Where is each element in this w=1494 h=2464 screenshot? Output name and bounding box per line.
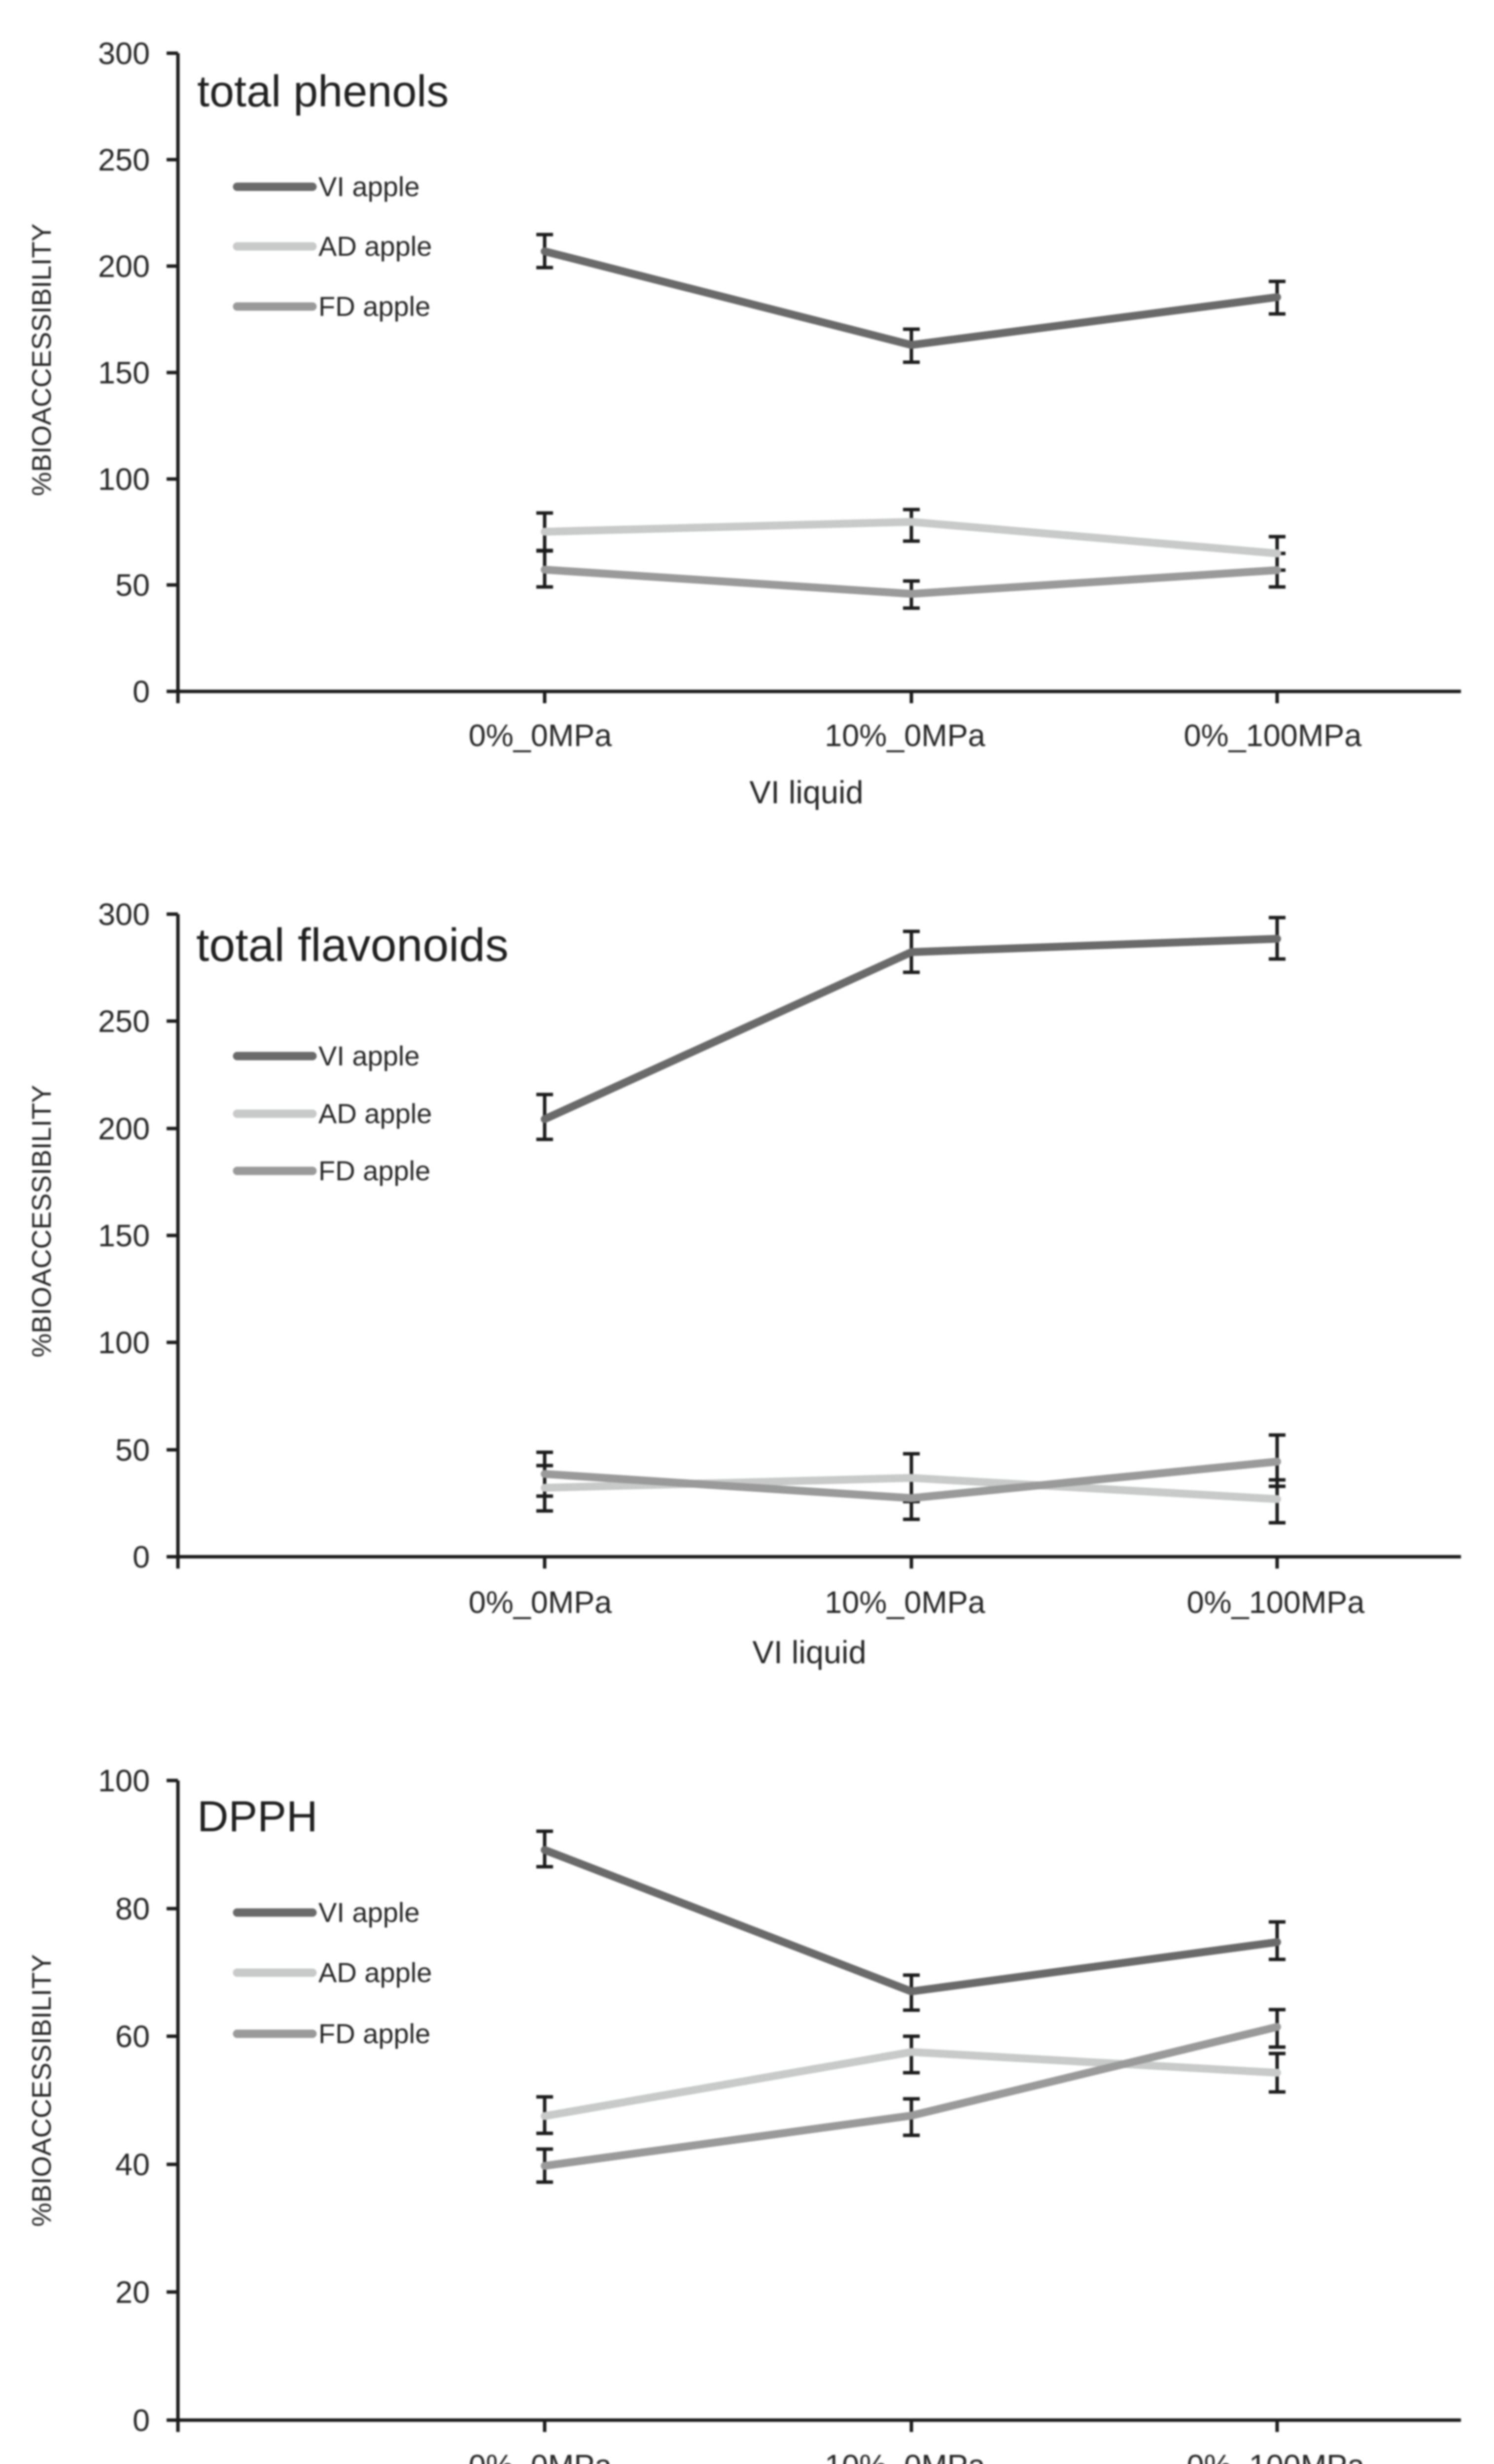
svg-text:0%_100MPa: 0%_100MPa (1187, 2449, 1365, 2464)
svg-text:total phenols: total phenols (197, 67, 449, 116)
svg-text:10%_0MPa: 10%_0MPa (825, 2449, 986, 2464)
svg-text:200: 200 (98, 1112, 150, 1146)
svg-text:AD apple: AD apple (318, 1098, 432, 1129)
svg-text:60: 60 (115, 2019, 150, 2054)
svg-text:300: 300 (98, 36, 150, 71)
svg-text:VI apple: VI apple (318, 1897, 420, 1928)
svg-text:100: 100 (98, 1326, 150, 1360)
svg-text:VI liquid: VI liquid (749, 774, 863, 810)
svg-text:250: 250 (98, 1004, 150, 1039)
svg-text:%BIOACCESSIBILITY: %BIOACCESSIBILITY (26, 1954, 57, 2226)
svg-text:50: 50 (115, 568, 150, 603)
svg-text:FD apple: FD apple (318, 2018, 430, 2049)
svg-text:100: 100 (98, 1764, 150, 1798)
svg-text:0%_100MPa: 0%_100MPa (1187, 1585, 1365, 1620)
svg-text:FD apple: FD apple (318, 291, 430, 322)
svg-text:VI apple: VI apple (318, 171, 420, 202)
svg-text:0%_0MPa: 0%_0MPa (469, 719, 613, 753)
svg-text:VI apple: VI apple (318, 1040, 420, 1071)
svg-text:10%_0MPa: 10%_0MPa (825, 719, 986, 753)
svg-text:50: 50 (115, 1433, 150, 1468)
svg-text:total flavonoids: total flavonoids (196, 919, 509, 971)
svg-text:%BIOACCESSIBILITY: %BIOACCESSIBILITY (26, 223, 57, 496)
svg-text:AD apple: AD apple (318, 1957, 432, 1988)
svg-text:40: 40 (115, 2148, 150, 2182)
svg-text:VI liquid: VI liquid (752, 1634, 866, 1670)
svg-text:80: 80 (115, 1892, 150, 1926)
svg-text:%BIOACCESSIBILITY: %BIOACCESSIBILITY (26, 1085, 57, 1357)
svg-text:300: 300 (98, 897, 150, 932)
svg-text:0%_0MPa: 0%_0MPa (469, 2449, 613, 2464)
svg-text:FD apple: FD apple (318, 1155, 430, 1186)
svg-text:150: 150 (98, 356, 150, 390)
svg-text:150: 150 (98, 1219, 150, 1253)
svg-text:0%_0MPa: 0%_0MPa (469, 1585, 613, 1620)
svg-text:0: 0 (133, 1540, 150, 1574)
svg-text:DPPH: DPPH (197, 1792, 318, 1841)
svg-text:100: 100 (98, 462, 150, 497)
svg-text:AD apple: AD apple (318, 231, 432, 262)
svg-text:0: 0 (133, 2403, 150, 2438)
svg-text:250: 250 (98, 143, 150, 177)
svg-text:200: 200 (98, 249, 150, 284)
svg-text:10%_0MPa: 10%_0MPa (825, 1585, 986, 1620)
svg-text:0%_100MPa: 0%_100MPa (1184, 719, 1362, 753)
svg-text:20: 20 (115, 2275, 150, 2310)
svg-text:0: 0 (133, 675, 150, 709)
